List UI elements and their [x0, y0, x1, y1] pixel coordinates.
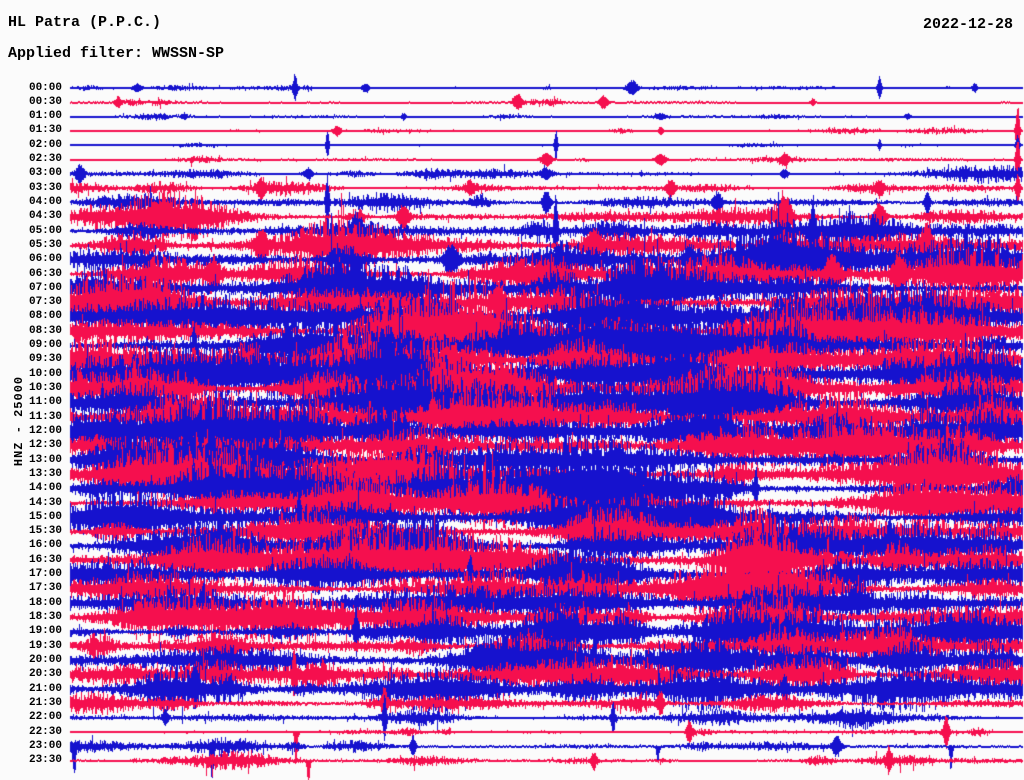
- seismogram-plot: [0, 0, 1024, 780]
- helicorder-page: HL Patra (P.P.C.) 2022-12-28 Applied fil…: [0, 0, 1024, 780]
